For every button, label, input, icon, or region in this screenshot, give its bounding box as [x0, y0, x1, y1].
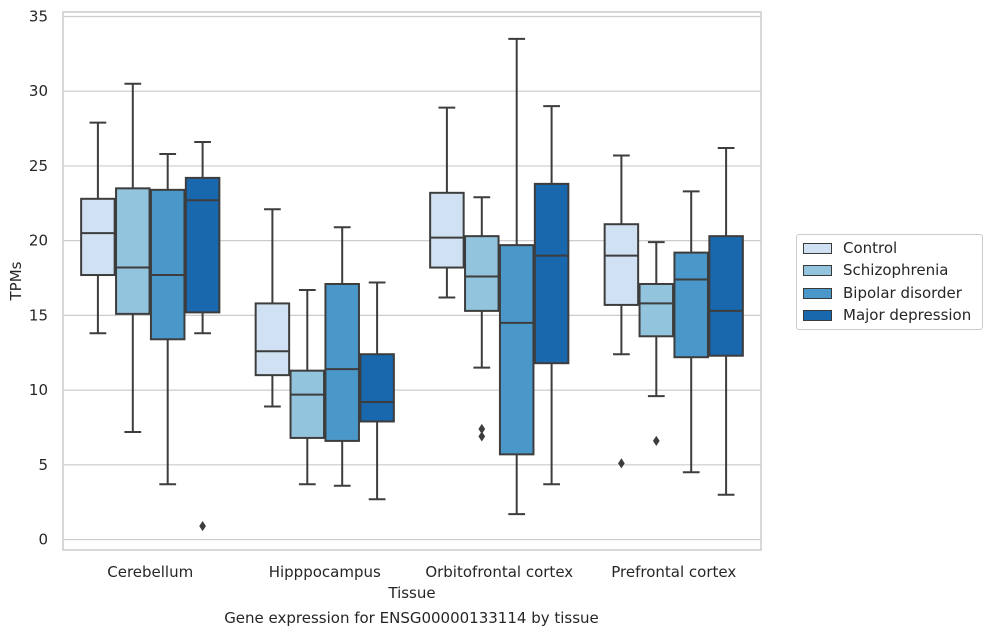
y-tick-label: 0 — [38, 531, 48, 549]
box — [80, 121, 116, 335]
box — [115, 82, 151, 433]
box-iqr — [708, 235, 744, 357]
box — [533, 105, 570, 486]
box-iqr — [498, 244, 535, 456]
box — [149, 152, 186, 486]
legend-item-control: Control — [803, 238, 897, 258]
y-tick-label: 30 — [29, 82, 48, 100]
box-iqr — [324, 282, 360, 442]
box — [359, 281, 395, 501]
legend-label-control: Control — [843, 239, 898, 257]
x-tick-label: Hipppocampus — [269, 563, 381, 581]
box-iqr — [115, 187, 151, 315]
box-iqr — [359, 353, 395, 423]
legend-label-major-depression: Major depression — [843, 306, 972, 324]
y-tick-label: 10 — [29, 381, 48, 399]
box — [603, 154, 640, 469]
legend: Control Schizophrenia Bipolar disorder M… — [796, 234, 983, 330]
box-iqr — [149, 188, 186, 341]
outlier-marker — [652, 435, 660, 446]
box — [254, 208, 291, 408]
legend-swatch-control — [803, 242, 832, 254]
box-iqr — [603, 223, 640, 306]
outlier-marker — [618, 458, 625, 469]
box-iqr — [80, 197, 116, 277]
box — [464, 196, 500, 442]
box — [638, 241, 675, 446]
plot-area-frame — [62, 11, 762, 551]
box-iqr — [289, 369, 326, 439]
outlier-marker — [478, 423, 486, 434]
legend-item-major-depression: Major depression — [803, 305, 971, 325]
x-axis-label: Tissue — [387, 584, 435, 602]
outlier-marker — [199, 521, 206, 532]
box-iqr — [254, 302, 291, 377]
legend-swatch-major-depression — [803, 309, 832, 321]
y-tick-label: 15 — [29, 306, 48, 324]
legend-item-schizophrenia: Schizophrenia — [803, 260, 948, 280]
box-iqr — [638, 282, 675, 338]
box-series — [80, 37, 744, 532]
x-tick-labels: Cerebellum Hipppocampus Orbitofrontal cort… — [107, 563, 736, 581]
box — [673, 190, 709, 474]
box — [708, 146, 744, 496]
x-tick-label: Prefrontal cortex — [611, 563, 736, 581]
y-tick-label: 20 — [29, 232, 48, 250]
y-tick-label: 5 — [38, 456, 48, 474]
legend-label-schizophrenia: Schizophrenia — [843, 261, 949, 279]
box — [184, 141, 221, 532]
box-iqr — [464, 235, 500, 312]
y-axis-label: TPMs — [7, 261, 25, 301]
y-tick-label: 35 — [29, 7, 48, 25]
legend-swatch-schizophrenia — [803, 264, 832, 276]
box — [289, 288, 326, 486]
box-iqr — [429, 191, 465, 269]
x-tick-label: Cerebellum — [107, 563, 193, 581]
box — [498, 37, 535, 516]
legend-swatch-bipolar-disorder — [803, 287, 832, 299]
box-iqr — [184, 176, 221, 314]
outlier-marker — [478, 431, 486, 442]
legend-item-bipolar-disorder: Bipolar disorder — [803, 283, 962, 303]
y-tick-labels: 0 5 10 15 20 25 30 35 — [29, 7, 48, 548]
box-iqr — [533, 182, 570, 365]
chart-caption: Gene expression for ENSG00000133114 by t… — [224, 609, 599, 627]
x-tick-label: Orbitofrontal cortex — [425, 563, 573, 581]
legend-label-bipolar-disorder: Bipolar disorder — [843, 284, 962, 302]
box — [324, 226, 360, 487]
box-iqr — [673, 251, 709, 359]
y-tick-label: 25 — [29, 157, 48, 175]
box — [429, 106, 465, 299]
